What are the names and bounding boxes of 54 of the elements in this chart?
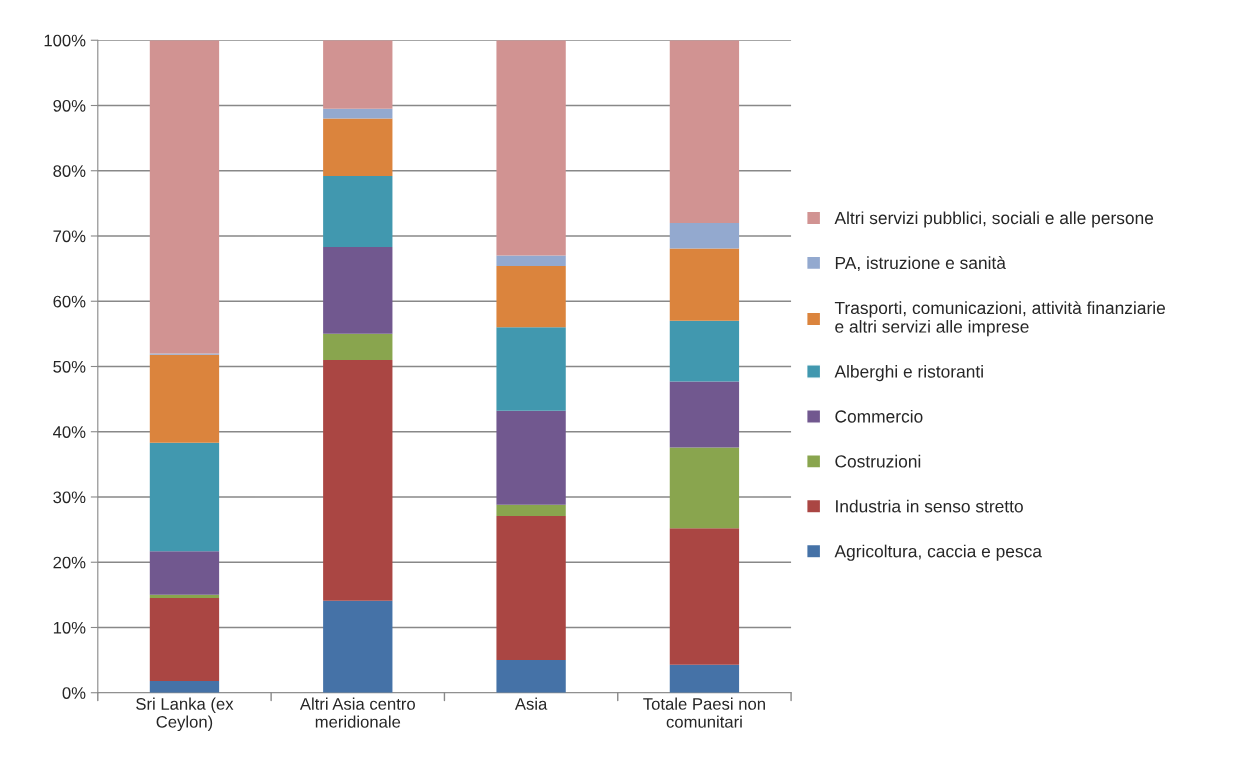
bar [669,248,740,321]
bar [323,108,393,119]
bar [496,410,566,505]
x-tick-label: Totale Paesi non comunitari [643,697,765,728]
y-tick-label: 80% [53,165,86,177]
x-tick-label: Sri Lanka (ex Ceylon) [136,697,234,732]
legend-label: Trasporti, comunicazioni, attività finanziarie e altri servizi alle imprese [834,301,1165,337]
legend-label: Commercio [835,409,923,423]
bar [496,515,566,661]
bar [149,551,220,595]
y-tick-label: 20% [53,556,86,569]
legend-label: Agricoltura, caccia e pesca [834,544,1042,561]
x-tick-label: Altri Asia centro meridionale [299,697,415,728]
legend-label: Costruzioni [835,454,921,468]
bar [149,442,220,552]
bar [323,600,393,693]
y-tick-label: 40% [53,426,86,438]
bar [496,255,566,267]
bar [669,381,740,448]
bar [323,118,393,176]
bar [323,359,393,601]
y-tick-label: 0% [62,687,86,699]
bar [323,175,393,248]
y-tick-label: 10% [53,621,86,634]
bar [149,40,220,354]
y-tick-label: 60% [53,295,86,308]
bar [669,222,740,249]
y-tick-label: 100% [44,34,86,47]
legend-label: Alberghi e ristoranti [834,364,983,382]
bar [496,504,566,516]
bar [323,333,393,360]
bar [149,598,220,681]
bar [669,447,740,529]
bar [149,680,220,693]
bar [149,594,220,599]
y-tick-label: 50% [53,360,86,373]
bar [496,266,566,328]
bar [669,40,740,223]
x-tick-label: Asia [514,697,548,710]
legend-label: Industria in senso stretto [836,499,1023,513]
bar [496,660,566,693]
y-tick-label: 30% [53,491,86,504]
legend-label: PA, istruzione e sanità [835,256,1006,272]
bar [149,354,220,443]
y-tick-label: 90% [53,99,86,112]
bar [669,664,740,693]
y-tick-label: 70% [53,230,86,243]
bar [323,247,393,334]
bar [496,40,566,256]
legend-label: Altri servizi pubblici, sociali e alle persone [834,211,1154,228]
bar [669,528,740,665]
bar [496,327,566,411]
bar [323,40,393,109]
bar [669,320,740,382]
